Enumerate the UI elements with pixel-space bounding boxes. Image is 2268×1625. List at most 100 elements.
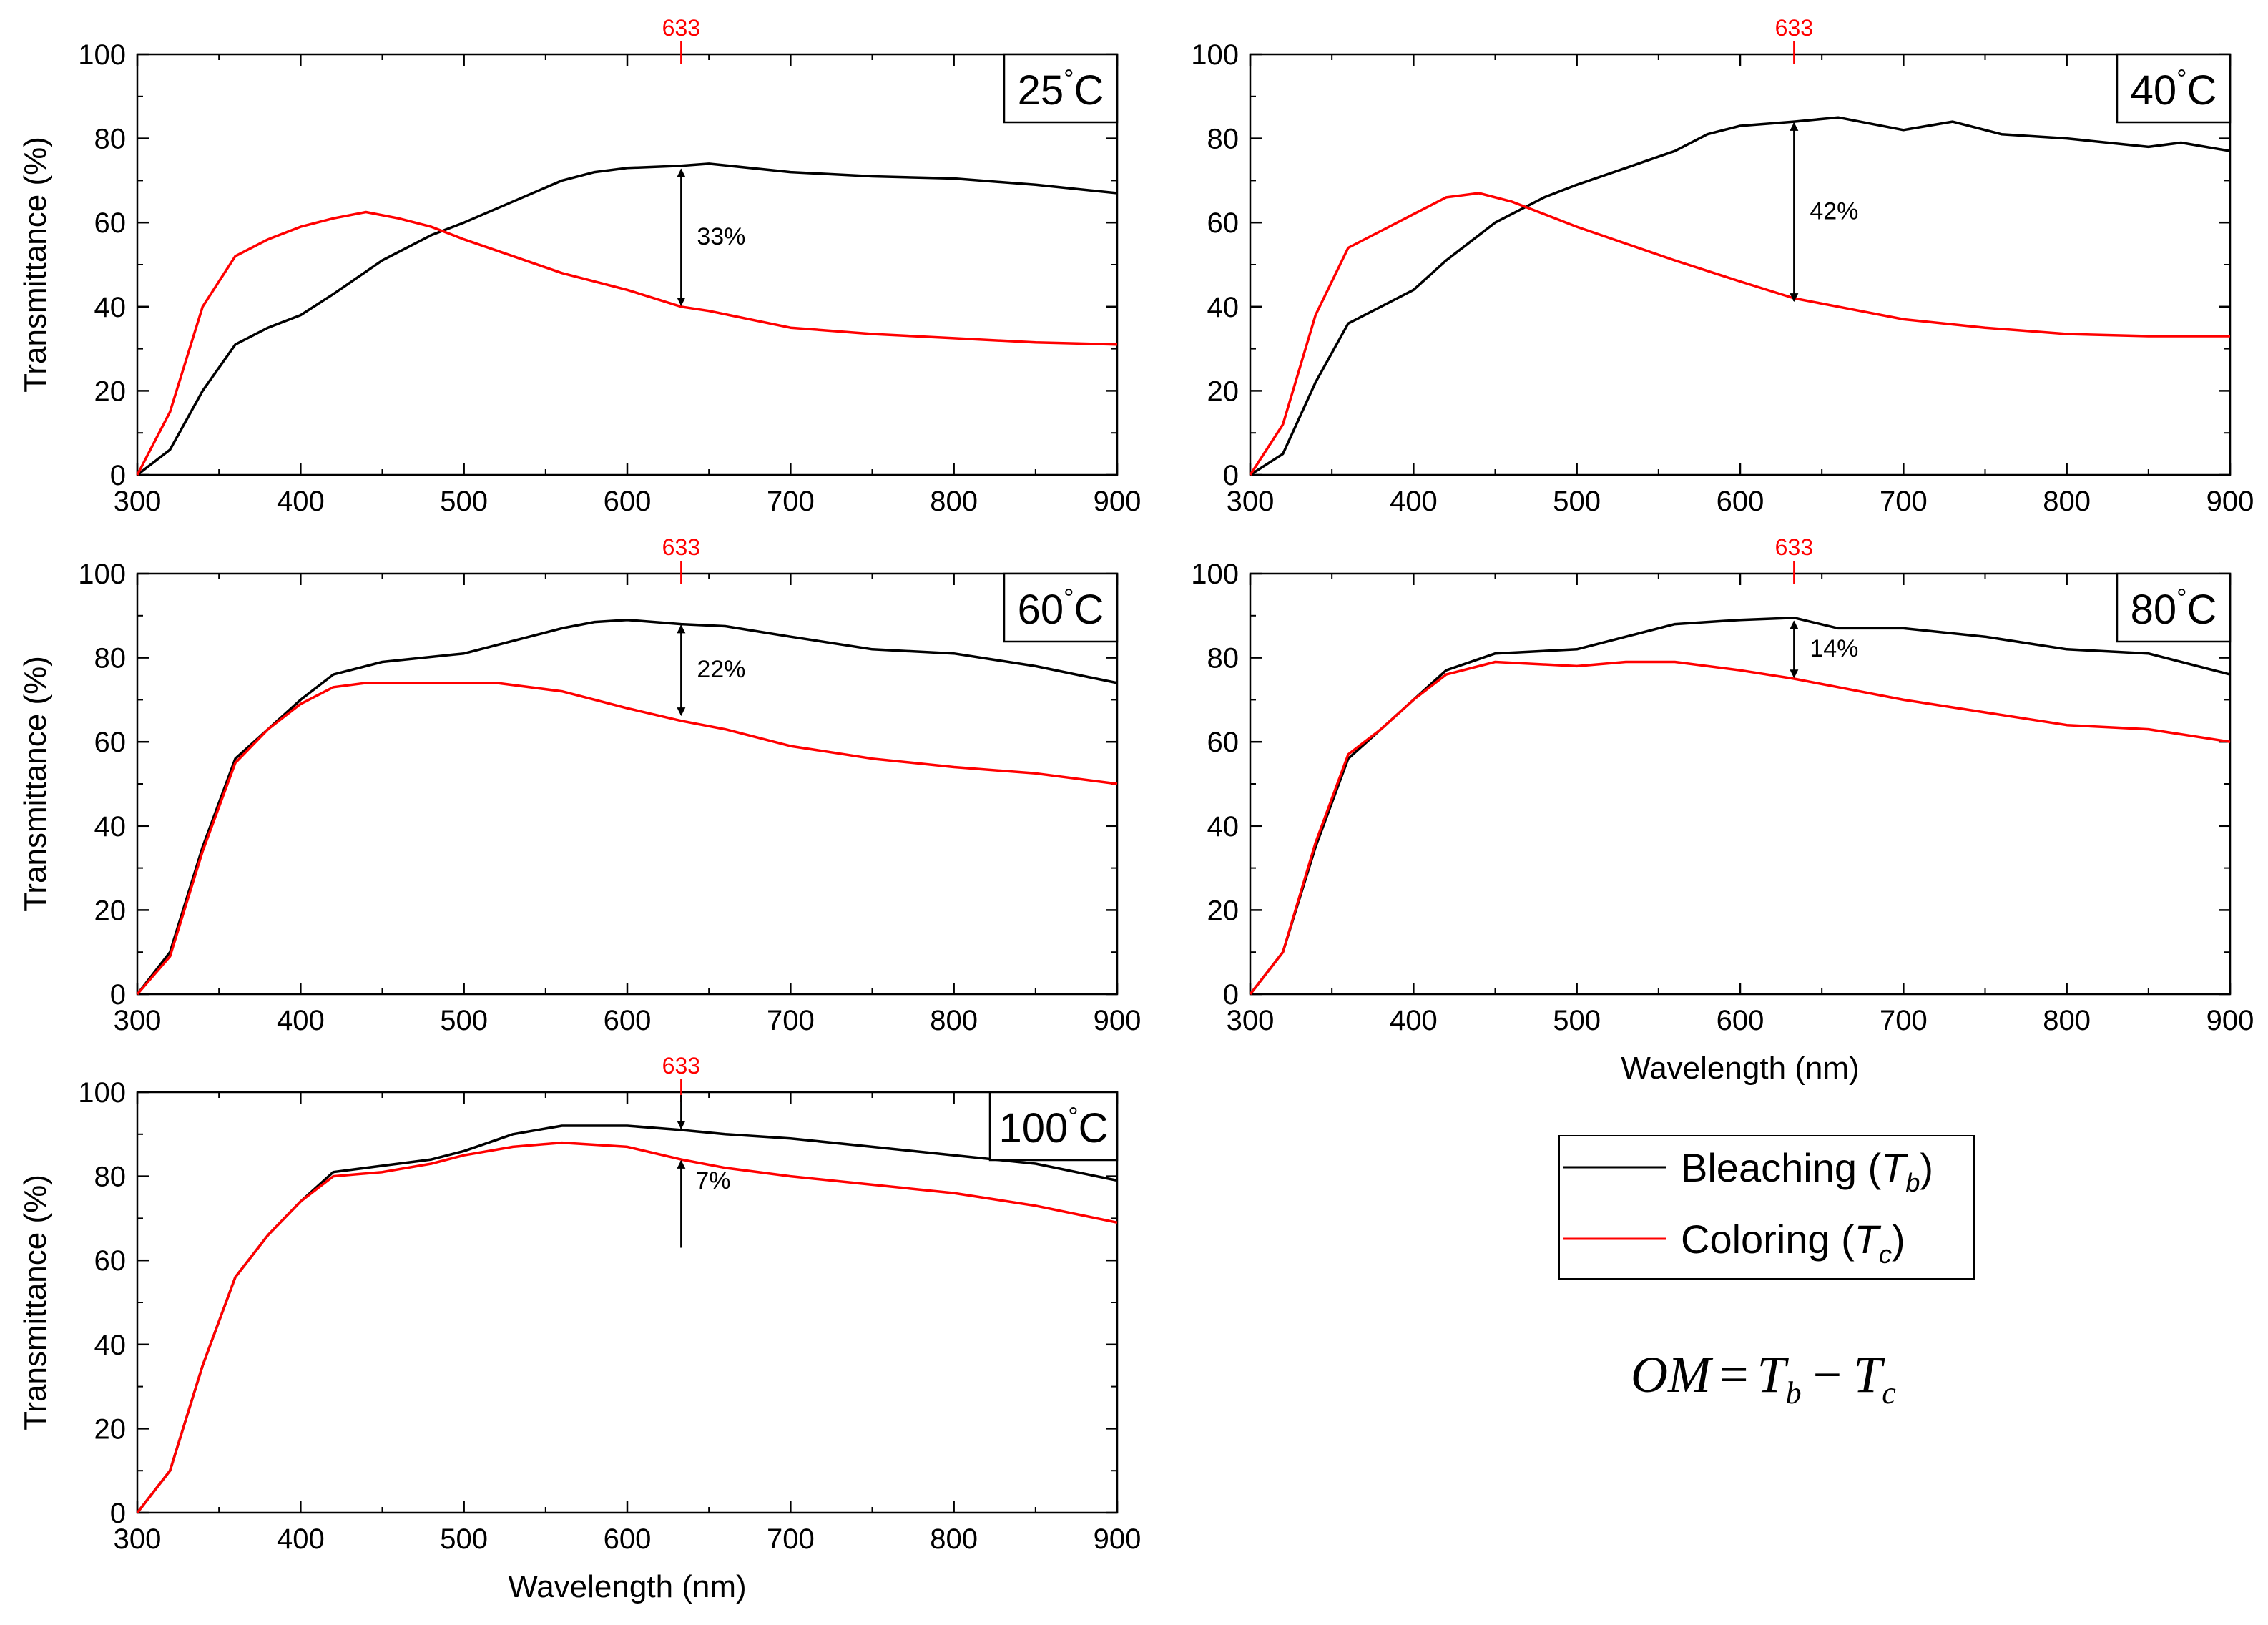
series-bleaching-line xyxy=(1250,116,2231,476)
x-tick-label: 600 xyxy=(1717,1005,1764,1036)
x-tick-label: 400 xyxy=(277,1005,325,1036)
legend-box xyxy=(1558,1135,1975,1280)
plot-frame xyxy=(136,53,1119,476)
x-tick-label: 900 xyxy=(1094,486,1142,517)
x-tick-label: 800 xyxy=(930,1005,978,1036)
temperature-label: 40°C xyxy=(2131,64,2217,114)
y-tick-label: 100 xyxy=(78,39,126,71)
x-tick-label: 500 xyxy=(440,1005,488,1036)
x-tick-label: 900 xyxy=(2206,1005,2254,1036)
panel-40c: 300 400 500 600 700 800 900 0 20 40 60 80 100 633 42% 4… xyxy=(1191,15,2254,517)
y-tick-label: 60 xyxy=(94,1245,127,1277)
x-tick-label: 300 xyxy=(114,486,162,517)
x-tick-label: 300 xyxy=(114,1005,162,1036)
x-axis-label: Wavelength (nm) xyxy=(508,1569,746,1604)
y-axis-label: Transmittance (%) xyxy=(18,656,53,912)
x-tick-label: 600 xyxy=(604,1523,652,1555)
marker-633-label: 633 xyxy=(662,534,700,560)
marker-633-label: 633 xyxy=(1775,534,1813,560)
y-tick-label: 40 xyxy=(1207,292,1239,323)
x-tick-label: 600 xyxy=(604,1005,652,1036)
plot-frame xyxy=(1249,53,2232,476)
y-tick-label: 80 xyxy=(94,124,127,155)
plot-frame xyxy=(136,572,1119,996)
x-tick-label: 400 xyxy=(277,1523,325,1555)
legend-item-coloring: Coloring (Tc) xyxy=(1681,1217,1905,1269)
y-tick-label: 0 xyxy=(110,460,126,491)
legend-item-bleaching: Bleaching (Tb) xyxy=(1681,1145,1933,1197)
x-tick-label: 700 xyxy=(1880,1005,1928,1036)
om-value-label: 7% xyxy=(695,1167,730,1194)
y-axis-label: Transmittance (%) xyxy=(18,137,53,393)
y-tick-label: 0 xyxy=(1223,979,1239,1011)
panel-60c: 300 400 500 600 700 800 900 0 20 40 60 80 100 Transmi… xyxy=(18,534,1141,1036)
x-tick-label: 300 xyxy=(114,1523,162,1555)
y-tick-label: 40 xyxy=(1207,811,1239,843)
x-tick-label: 500 xyxy=(1553,486,1601,517)
y-tick-label: 80 xyxy=(94,1162,127,1193)
y-tick-label: 0 xyxy=(110,979,126,1011)
x-tick-label: 400 xyxy=(277,486,325,517)
x-tick-label: 600 xyxy=(1717,486,1764,517)
x-tick-label: 800 xyxy=(2043,486,2091,517)
om-value-label: 42% xyxy=(1810,198,1858,225)
x-tick-label: 900 xyxy=(2206,486,2254,517)
series-coloring-line xyxy=(136,682,1118,996)
marker-633-label: 633 xyxy=(662,15,700,41)
x-tick-label: 400 xyxy=(1390,486,1438,517)
temperature-box xyxy=(988,1091,1119,1162)
om-equation: OM = Tb − Tc xyxy=(1631,1346,1896,1410)
temperature-label: 100°C xyxy=(998,1101,1108,1152)
x-tick-label: 700 xyxy=(767,1005,815,1036)
x-tick-label: 900 xyxy=(1094,1005,1142,1036)
temperature-box xyxy=(1003,53,1119,124)
panel-25c: 300 400 500 600 700 800 900 0 20 40 60 80 100 Transmi… xyxy=(18,15,1141,517)
x-tick-label: 800 xyxy=(930,486,978,517)
series-bleaching-line xyxy=(136,162,1118,476)
x-tick-label: 700 xyxy=(1880,486,1928,517)
y-tick-label: 100 xyxy=(1191,39,1239,71)
panel-80c: 300 400 500 600 700 800 900 0 20 40 60 80 100 Wavelen… xyxy=(1191,534,2254,1086)
temperature-box xyxy=(1003,572,1119,643)
y-tick-label: 80 xyxy=(94,643,127,674)
y-tick-label: 20 xyxy=(94,375,127,407)
y-tick-label: 40 xyxy=(94,1330,127,1361)
y-tick-label: 0 xyxy=(110,1498,126,1529)
plot-frame xyxy=(136,1091,1119,1514)
y-tick-label: 100 xyxy=(78,559,126,590)
plot-frame xyxy=(1249,572,2232,996)
temperature-box xyxy=(2116,572,2232,643)
legend: Bleaching (Tb) Coloring (Tc) xyxy=(1558,1135,1975,1280)
x-tick-label: 600 xyxy=(604,486,652,517)
temperature-label: 25°C xyxy=(1018,64,1104,114)
x-tick-label: 500 xyxy=(440,1523,488,1555)
y-tick-label: 60 xyxy=(94,727,127,758)
x-axis-label: Wavelength (nm) xyxy=(1621,1051,1859,1086)
x-tick-label: 800 xyxy=(930,1523,978,1555)
x-tick-label: 300 xyxy=(1227,1005,1275,1036)
x-tick-label: 500 xyxy=(440,486,488,517)
y-tick-label: 100 xyxy=(78,1077,126,1109)
y-axis-label: Transmittance (%) xyxy=(18,1174,53,1430)
panel-100c: 300 400 500 600 700 800 900 0 20 40 60 80 100 Transmi… xyxy=(18,1053,1141,1604)
series-coloring-line xyxy=(136,210,1118,476)
temperature-label: 60°C xyxy=(1018,583,1104,633)
y-tick-label: 20 xyxy=(1207,375,1239,407)
marker-633-label: 633 xyxy=(662,1053,700,1079)
y-tick-label: 0 xyxy=(1223,460,1239,491)
y-tick-label: 60 xyxy=(1207,727,1239,758)
series-coloring-line xyxy=(136,1141,1118,1514)
marker-633-label: 633 xyxy=(1775,15,1813,41)
y-tick-label: 20 xyxy=(94,895,127,926)
x-tick-label: 800 xyxy=(2043,1005,2091,1036)
x-tick-label: 900 xyxy=(1094,1523,1142,1555)
temperature-box xyxy=(2116,53,2232,124)
x-tick-label: 700 xyxy=(767,486,815,517)
y-tick-label: 20 xyxy=(1207,895,1239,926)
y-tick-label: 60 xyxy=(94,207,127,239)
temperature-label: 80°C xyxy=(2131,583,2217,633)
y-tick-label: 80 xyxy=(1207,124,1239,155)
series-bleaching-line xyxy=(136,618,1118,996)
om-value-label: 33% xyxy=(697,223,745,250)
series-bleaching-line xyxy=(136,1124,1118,1514)
